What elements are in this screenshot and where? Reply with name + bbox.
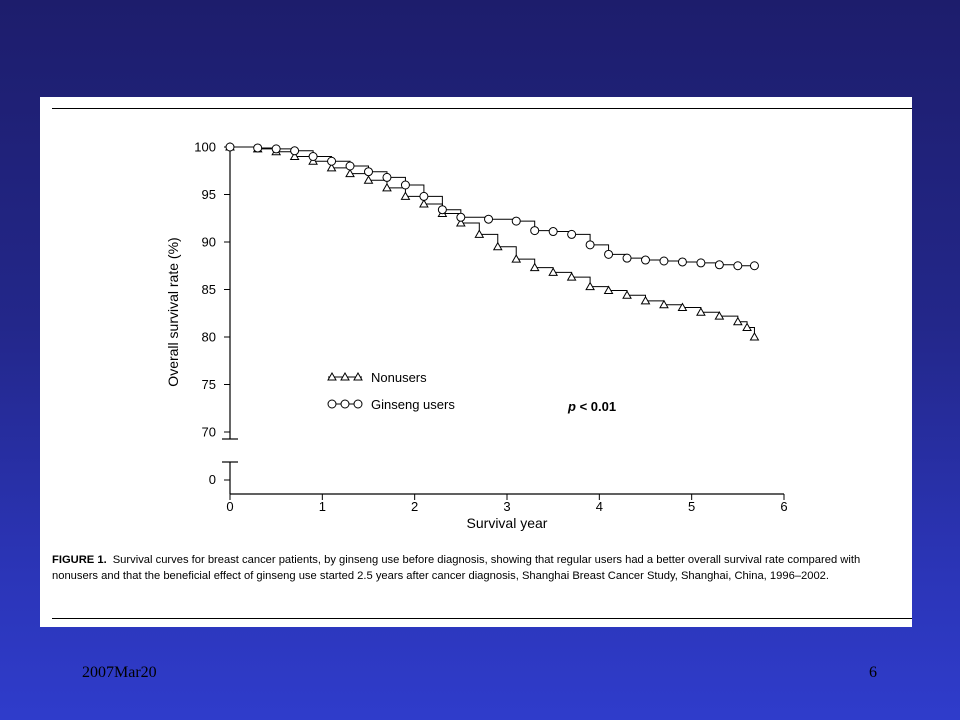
legend-marker-nonusers [327,371,363,381]
point-nonusers-17 [548,267,559,276]
point-ginseng-users-25 [714,260,724,270]
point-nonusers-27 [732,316,743,326]
point-nonusers-25 [696,307,706,316]
legend-glyph-nonusers-2 [353,371,363,381]
point-nonusers-22 [640,295,651,305]
x-tick-label-0: 0 [226,499,233,514]
point-ginseng-users-7 [364,167,373,177]
point-ginseng-users-21 [641,255,650,265]
bottom-rule [52,618,912,619]
point-nonusers-5 [326,162,337,172]
caption-label: FIGURE 1. [52,554,107,566]
point-nonusers-8 [382,182,392,192]
legend-glyph-ginseng-users-1 [340,399,350,409]
y-tick-label-100: 100 [194,140,216,155]
top-rule [52,108,912,109]
survival-chart: 0 100 95 90 85 80 75 70 0 1 2 3 4 5 6 Overall surviv… [165,140,788,532]
point-ginseng-users-3 [290,146,300,156]
point-nonusers-21 [622,290,632,299]
x-tick-label-5: 5 [688,499,695,514]
point-ginseng-users-26 [733,261,743,271]
point-nonusers-23 [659,299,669,309]
point-ginseng-users-16 [548,227,558,237]
chart-axes: 0 [209,147,784,495]
y-axis-label: Overall survival rate (%) [165,237,181,386]
legend-glyph-nonusers-0 [327,371,337,381]
legend-glyph-nonusers-1 [340,371,350,381]
y-ticks: 100 95 90 85 80 75 70 [194,140,230,440]
point-ginseng-users-15 [530,226,540,236]
series-layer [225,141,760,341]
point-ginseng-users-14 [511,216,521,226]
point-nonusers-20 [603,285,614,294]
point-ginseng-users-8 [382,172,392,182]
point-ginseng-users-9 [400,180,410,190]
x-axis-label: Survival year [467,515,548,531]
x-tick-label-3: 3 [503,499,510,514]
point-nonusers-14 [492,241,503,251]
y-tick-label-75: 75 [202,377,216,392]
point-ginseng-users-11 [437,205,447,215]
y-tick-label-95: 95 [202,187,216,202]
x-tick-label-2: 2 [411,499,418,514]
x-tick-label-6: 6 [780,499,787,514]
legend-label-ginseng-users: Ginseng users [371,397,455,412]
point-ginseng-users-22 [659,256,669,266]
point-ginseng-users-1 [253,143,263,153]
figure-caption: FIGURE 1. Survival curves for breast canc… [52,552,908,584]
caption-text: Survival curves for breast cancer patien… [52,554,861,582]
point-nonusers-7 [363,175,374,184]
point-ginseng-users-5 [327,156,337,166]
point-nonusers-26 [714,311,725,320]
point-ginseng-users-23 [677,257,687,267]
point-ginseng-users-24 [696,258,706,268]
x-tick-label-1: 1 [319,499,326,514]
page-number: 6 [869,664,877,681]
point-nonusers-19 [585,281,595,291]
point-ginseng-users-17 [567,229,577,239]
point-nonusers-24 [677,302,688,312]
legend: Nonusers Ginseng users [327,370,455,412]
point-ginseng-users-12 [456,212,466,222]
y-tick-label-90: 90 [202,235,216,250]
point-nonusers-18 [566,272,577,281]
figure-panel: 0 100 95 90 85 80 75 70 0 1 2 3 4 5 6 Overall surviv… [40,97,912,627]
point-nonusers-6 [345,168,355,178]
point-ginseng-users-27 [749,261,759,271]
point-nonusers-15 [511,254,522,263]
x-ticks: 0 1 2 3 4 5 6 [226,494,788,514]
p-value-annotation: p < 0.01 [567,399,616,414]
legend-glyph-ginseng-users-0 [327,399,337,409]
legend-marker-ginseng-users [327,399,363,409]
series-line-ginseng-users [230,146,755,267]
series-nonusers [225,141,760,341]
point-nonusers-9 [400,191,411,200]
x-tick-label-4: 4 [596,499,603,514]
point-ginseng-users-20 [622,253,632,263]
point-nonusers-28 [742,322,752,331]
footer-date: 2007Mar20 [82,664,157,681]
point-ginseng-users-18 [585,240,595,250]
y-tick-label-80: 80 [202,330,216,345]
y-tick-label-70: 70 [202,425,216,440]
point-nonusers-29 [749,331,760,341]
point-nonusers-3 [289,151,300,160]
point-ginseng-users-4 [308,152,318,161]
point-ginseng-users-6 [345,161,355,171]
point-ginseng-users-2 [271,144,281,154]
y-axis-extra-tick-label: 0 [209,472,216,487]
point-nonusers-16 [529,262,540,272]
point-nonusers-13 [474,229,485,238]
series-line-nonusers [230,146,755,337]
point-ginseng-users-13 [484,214,494,224]
legend-glyph-ginseng-users-2 [353,399,363,409]
y-tick-label-85: 85 [202,282,216,297]
series-ginseng-users [225,142,759,271]
point-ginseng-users-10 [419,191,429,201]
point-nonusers-12 [455,217,466,227]
legend-label-nonusers: Nonusers [371,370,427,385]
point-nonusers-10 [419,198,429,208]
point-ginseng-users-19 [604,249,614,259]
point-ginseng-users-0 [225,142,235,152]
